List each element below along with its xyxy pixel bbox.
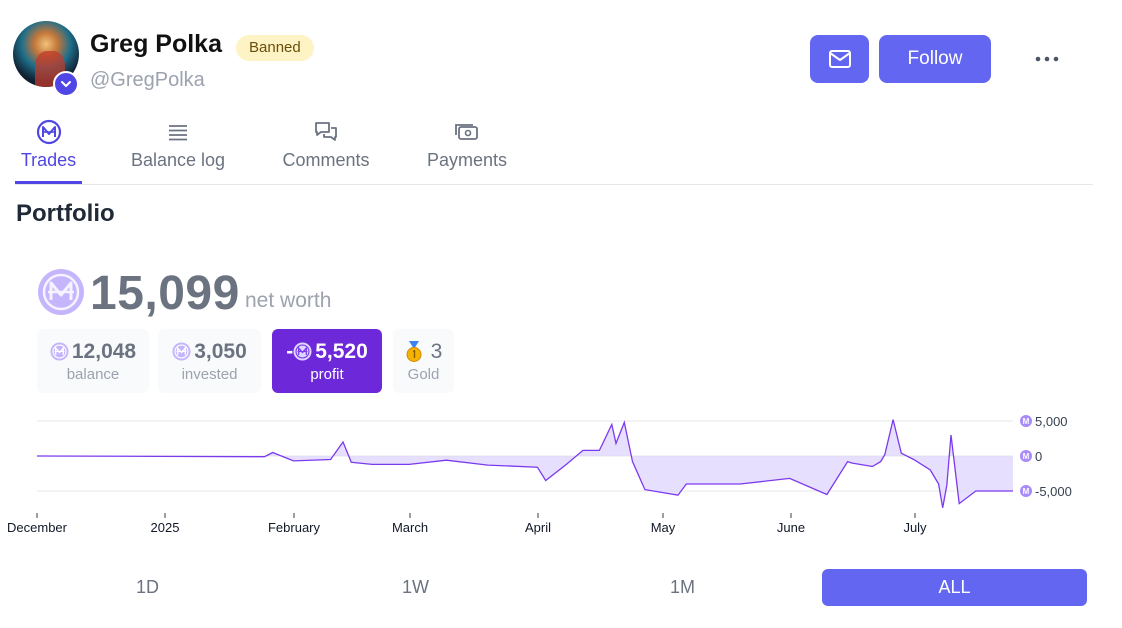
balance-value: 12,048 (71, 339, 137, 363)
chat-bubbles-icon (315, 122, 337, 141)
svg-text:M: M (1023, 487, 1030, 496)
tab-comments[interactable]: Comments (280, 118, 372, 171)
tab-trades[interactable]: Trades (20, 118, 77, 171)
tab-label: Payments (426, 150, 508, 170)
active-tab-indicator (15, 181, 82, 184)
invested-stat[interactable]: 3,050 invested (158, 329, 261, 393)
invested-value: 3,050 (194, 339, 247, 363)
message-button[interactable] (810, 35, 869, 83)
tab-payments[interactable]: Payments (426, 118, 508, 171)
more-horizontal-icon (1035, 56, 1059, 62)
tab-balance-log[interactable]: Balance log (130, 118, 226, 171)
profit-stat[interactable]: - 5,520 profit (272, 329, 382, 393)
range-1w-button[interactable]: 1W (402, 577, 429, 597)
mana-coin-icon (36, 119, 61, 145)
list-icon (169, 125, 187, 141)
tab-label: Trades (20, 150, 77, 170)
avatar[interactable] (13, 21, 79, 87)
x-tick-label: June (777, 520, 805, 535)
status-badge: Banned (236, 35, 314, 61)
y-tick-label: 0 (1035, 449, 1042, 464)
x-tick-label: February (268, 520, 321, 535)
range-all-button[interactable]: ALL (822, 569, 1087, 606)
y-tick: M -5,000 (1020, 484, 1072, 499)
range-1m-button[interactable]: 1M (669, 577, 695, 597)
gold-label: Gold (407, 365, 440, 383)
x-tick-label: March (392, 520, 428, 535)
mana-coin-icon (50, 342, 69, 361)
mail-icon (828, 50, 851, 68)
cash-icon (455, 124, 478, 140)
tab-label: Balance log (130, 150, 226, 170)
y-tick: M 5,000 (1020, 414, 1068, 429)
tabs-divider (15, 184, 1093, 185)
tab-label: Comments (282, 150, 370, 170)
invested-label: invested (181, 365, 238, 383)
mana-coin-icon (293, 342, 312, 361)
svg-text:M: M (1023, 452, 1030, 461)
x-tick-label: April (525, 520, 551, 535)
chart-line (36, 419, 1013, 508)
more-options-button[interactable] (1027, 44, 1067, 74)
gold-medal-icon (406, 340, 422, 362)
profile-handle: @GregPolka (90, 69, 205, 91)
net-worth-value: 15,099 (90, 267, 240, 320)
profit-label: profit (310, 365, 344, 383)
mana-coin-icon (38, 269, 84, 315)
x-tick-label: December (7, 520, 68, 535)
range-1d-button[interactable]: 1D (135, 577, 159, 597)
balance-stat[interactable]: 12,048 balance (37, 329, 149, 393)
section-title: Portfolio (16, 200, 115, 227)
gold-stat[interactable]: 3 Gold (393, 329, 454, 393)
gold-value: 3 (430, 339, 443, 363)
x-tick-label: 2025 (151, 520, 180, 535)
y-tick-label: 5,000 (1035, 414, 1068, 429)
balance-label: balance (66, 365, 120, 383)
x-tick-label: May (651, 520, 676, 535)
mana-coin-icon (172, 342, 191, 361)
follow-button[interactable]: Follow (879, 35, 991, 83)
y-tick-label: -5,000 (1035, 484, 1072, 499)
profit-value: 5,520 (315, 339, 368, 363)
profile-name: Greg Polka (90, 30, 222, 58)
chart-area (37, 419, 1013, 508)
avatar-menu-chevron-icon[interactable] (53, 71, 79, 97)
profit-sign: - (286, 339, 294, 363)
net-worth-label: net worth (245, 289, 332, 312)
x-tick-label: July (903, 520, 927, 535)
svg-text:M: M (1023, 417, 1030, 426)
